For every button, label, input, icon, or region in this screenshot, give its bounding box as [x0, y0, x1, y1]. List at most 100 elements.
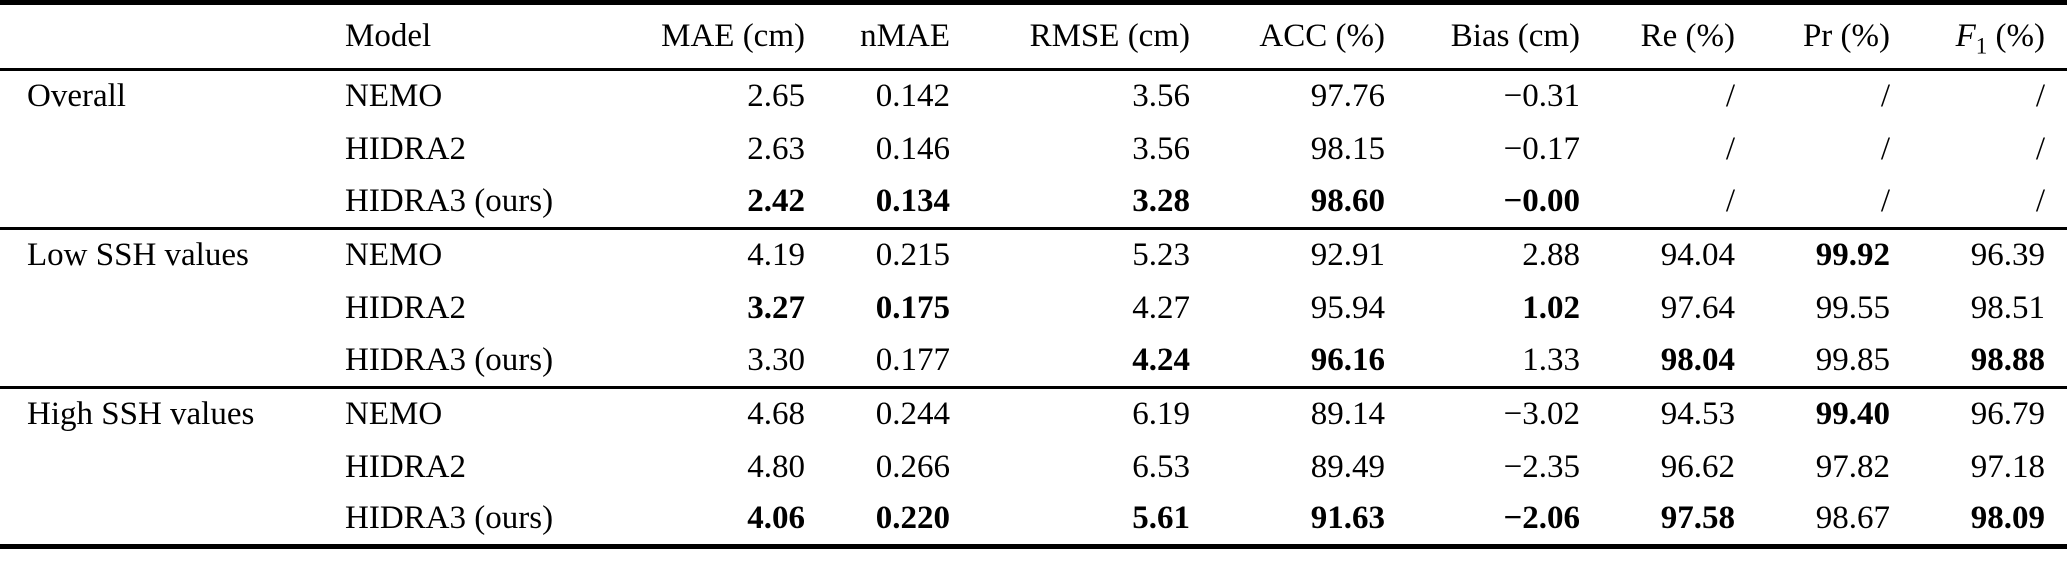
col-header-group: [0, 3, 345, 70]
cell-f1: 98.09: [1970, 500, 2045, 537]
header-row: Model MAE (cm) nMAE RMSE (cm) ACC (%) Bi…: [0, 3, 2067, 70]
table-row: HIDRA3 (ours) 2.42 0.134 3.28 98.60 −0.0…: [0, 176, 2067, 229]
table-row: HIDRA2 4.80 0.266 6.53 89.49 −2.35 96.62…: [0, 441, 2067, 494]
cell-pr: 98.67: [1815, 500, 1890, 537]
col-header-model: Model: [345, 18, 432, 54]
group-label: [0, 123, 345, 176]
cell-bias: 1.33: [1522, 341, 1580, 378]
cell-re: /: [1725, 78, 1735, 115]
group-label: Overall: [27, 78, 126, 115]
cell-rmse: 6.53: [1132, 448, 1190, 485]
model-name: HIDRA3 (ours): [345, 182, 554, 219]
group-label: Low SSH values: [27, 237, 249, 274]
cell-mae: 4.06: [747, 500, 805, 537]
f1-subscript: 1: [1975, 32, 1988, 59]
cell-pr: 99.85: [1815, 341, 1890, 378]
cell-f1: 96.79: [1970, 396, 2045, 433]
col-header-re: Re (%): [1640, 18, 1735, 54]
table-row: Low SSH values NEMO 4.19 0.215 5.23 92.9…: [0, 229, 2067, 282]
cell-nmae: 0.134: [875, 182, 950, 219]
cell-rmse: 5.23: [1132, 237, 1190, 274]
cell-mae: 4.80: [747, 448, 805, 485]
cell-acc: 98.15: [1310, 130, 1385, 167]
cell-rmse: 4.24: [1132, 341, 1190, 378]
cell-nmae: 0.175: [875, 289, 950, 326]
model-name: HIDRA2: [345, 289, 466, 326]
metrics-table: Model MAE (cm) nMAE RMSE (cm) ACC (%) Bi…: [0, 0, 2067, 549]
cell-pr: /: [1880, 78, 1890, 115]
cell-nmae: 0.142: [875, 78, 950, 115]
model-name: NEMO: [345, 237, 443, 274]
cell-acc: 97.76: [1310, 78, 1385, 115]
cell-acc: 91.63: [1310, 500, 1385, 537]
cell-rmse: 3.28: [1132, 182, 1190, 219]
cell-mae: 2.65: [747, 78, 805, 115]
cell-pr: 99.92: [1815, 237, 1890, 274]
cell-acc: 95.94: [1310, 289, 1385, 326]
group-label: [0, 282, 345, 335]
cell-f1: 96.39: [1970, 237, 2045, 274]
col-header-acc: ACC (%): [1259, 18, 1385, 54]
cell-pr: /: [1880, 130, 1890, 167]
cell-re: 97.58: [1660, 500, 1735, 537]
cell-bias: −0.17: [1503, 130, 1580, 167]
col-header-mae: MAE (cm): [661, 18, 805, 54]
cell-nmae: 0.177: [875, 341, 950, 378]
f1-letter: F: [1955, 18, 1976, 54]
col-header-pr: Pr (%): [1802, 18, 1890, 54]
col-header-bias: Bias (cm): [1450, 18, 1580, 54]
cell-pr: 99.40: [1815, 396, 1890, 433]
cell-f1: /: [2035, 130, 2045, 167]
cell-f1: /: [2035, 182, 2045, 219]
table-row: HIDRA3 (ours) 4.06 0.220 5.61 91.63 −2.0…: [0, 494, 2067, 547]
group-label: High SSH values: [27, 396, 255, 433]
model-name: HIDRA3 (ours): [345, 500, 554, 537]
table-row: HIDRA2 2.63 0.146 3.56 98.15 −0.17 / / /: [0, 123, 2067, 176]
cell-re: 97.64: [1660, 289, 1735, 326]
cell-nmae: 0.244: [875, 396, 950, 433]
table-row: Overall NEMO 2.65 0.142 3.56 97.76 −0.31…: [0, 70, 2067, 123]
cell-mae: 4.68: [747, 396, 805, 433]
cell-rmse: 3.56: [1132, 78, 1190, 115]
cell-re: /: [1725, 130, 1735, 167]
cell-nmae: 0.215: [875, 237, 950, 274]
table-row: HIDRA2 3.27 0.175 4.27 95.94 1.02 97.64 …: [0, 282, 2067, 335]
cell-f1: /: [2035, 78, 2045, 115]
cell-bias: 2.88: [1522, 237, 1580, 274]
cell-pr: 97.82: [1815, 448, 1890, 485]
cell-f1: 98.88: [1970, 341, 2045, 378]
cell-pr: /: [1880, 182, 1890, 219]
group-label: [0, 176, 345, 229]
model-name: NEMO: [345, 396, 443, 433]
cell-nmae: 0.146: [875, 130, 950, 167]
cell-mae: 2.42: [747, 182, 805, 219]
table-row: High SSH values NEMO 4.68 0.244 6.19 89.…: [0, 388, 2067, 441]
cell-mae: 3.27: [747, 289, 805, 326]
group-label: [0, 494, 345, 547]
model-name: HIDRA2: [345, 130, 466, 167]
table-header: Model MAE (cm) nMAE RMSE (cm) ACC (%) Bi…: [0, 3, 2067, 70]
cell-re: 94.53: [1660, 396, 1735, 433]
group-label: [0, 441, 345, 494]
model-name: NEMO: [345, 78, 443, 115]
cell-f1: 98.51: [1970, 289, 2045, 326]
cell-bias: −2.35: [1503, 448, 1580, 485]
col-header-f1: F1 (%): [1890, 3, 2067, 70]
cell-re: 98.04: [1660, 341, 1735, 378]
cell-mae: 4.19: [747, 237, 805, 274]
cell-bias: −2.06: [1503, 500, 1580, 537]
cell-bias: −3.02: [1503, 396, 1580, 433]
cell-acc: 98.60: [1310, 182, 1385, 219]
cell-nmae: 0.266: [875, 448, 950, 485]
cell-acc: 89.14: [1310, 396, 1385, 433]
cell-f1: 97.18: [1970, 448, 2045, 485]
f1-unit: (%): [1987, 18, 2045, 54]
col-header-nmae: nMAE: [860, 18, 950, 54]
cell-mae: 2.63: [747, 130, 805, 167]
model-name: HIDRA2: [345, 448, 466, 485]
section-overall: Overall NEMO 2.65 0.142 3.56 97.76 −0.31…: [0, 70, 2067, 229]
cell-acc: 92.91: [1310, 237, 1385, 274]
cell-rmse: 3.56: [1132, 130, 1190, 167]
cell-re: 96.62: [1660, 448, 1735, 485]
